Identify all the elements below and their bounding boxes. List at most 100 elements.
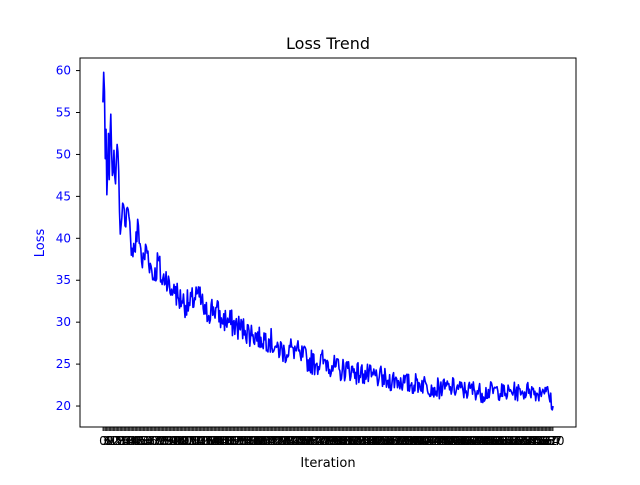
svg-text:75: 75 bbox=[154, 434, 169, 448]
svg-text:393: 393 bbox=[402, 434, 425, 448]
svg-text:231: 231 bbox=[274, 434, 297, 448]
x-axis-label: Iteration bbox=[300, 456, 355, 471]
svg-text:444: 444 bbox=[442, 434, 465, 448]
svg-text:363: 363 bbox=[378, 434, 401, 448]
y-tick-label: 45 bbox=[56, 189, 71, 203]
svg-text:24: 24 bbox=[114, 434, 129, 448]
svg-text:318: 318 bbox=[343, 434, 366, 448]
svg-text:87: 87 bbox=[164, 434, 179, 448]
svg-text:135: 135 bbox=[198, 434, 221, 448]
svg-text:177: 177 bbox=[231, 434, 254, 448]
svg-text:471: 471 bbox=[463, 434, 486, 448]
svg-text:108: 108 bbox=[177, 434, 200, 448]
svg-text:201: 201 bbox=[250, 434, 273, 448]
svg-text:216: 216 bbox=[262, 434, 285, 448]
svg-text:78: 78 bbox=[157, 434, 172, 448]
svg-text:309: 309 bbox=[336, 434, 359, 448]
svg-text:543: 543 bbox=[520, 434, 543, 448]
svg-text:396: 396 bbox=[404, 434, 427, 448]
svg-text:210: 210 bbox=[257, 434, 280, 448]
svg-text:528: 528 bbox=[508, 434, 531, 448]
svg-text:57: 57 bbox=[140, 434, 155, 448]
svg-text:321: 321 bbox=[345, 434, 368, 448]
svg-text:204: 204 bbox=[253, 434, 276, 448]
svg-text:282: 282 bbox=[314, 434, 337, 448]
svg-text:366: 366 bbox=[381, 434, 404, 448]
svg-text:105: 105 bbox=[174, 434, 197, 448]
svg-text:261: 261 bbox=[298, 434, 321, 448]
x-tick-labels: 0369121518212427303336394245485154576063… bbox=[99, 434, 564, 448]
svg-text:219: 219 bbox=[264, 434, 287, 448]
svg-text:465: 465 bbox=[459, 434, 482, 448]
svg-text:0: 0 bbox=[99, 434, 107, 448]
svg-text:432: 432 bbox=[433, 434, 456, 448]
svg-text:555: 555 bbox=[530, 434, 553, 448]
svg-text:63: 63 bbox=[145, 434, 160, 448]
svg-text:36: 36 bbox=[124, 434, 139, 448]
svg-text:468: 468 bbox=[461, 434, 484, 448]
svg-text:165: 165 bbox=[222, 434, 245, 448]
svg-text:354: 354 bbox=[371, 434, 394, 448]
svg-text:3: 3 bbox=[101, 434, 109, 448]
svg-text:501: 501 bbox=[487, 434, 510, 448]
svg-text:39: 39 bbox=[126, 434, 141, 448]
y-tick-label: 40 bbox=[56, 231, 71, 245]
y-tick-label: 55 bbox=[56, 106, 71, 120]
svg-text:513: 513 bbox=[497, 434, 520, 448]
svg-text:111: 111 bbox=[179, 434, 202, 448]
svg-text:189: 189 bbox=[241, 434, 264, 448]
svg-text:567: 567 bbox=[539, 434, 562, 448]
svg-text:66: 66 bbox=[147, 434, 162, 448]
svg-text:72: 72 bbox=[152, 434, 167, 448]
svg-text:357: 357 bbox=[373, 434, 396, 448]
svg-text:438: 438 bbox=[437, 434, 460, 448]
svg-text:504: 504 bbox=[490, 434, 513, 448]
svg-text:402: 402 bbox=[409, 434, 432, 448]
y-tick-label: 50 bbox=[56, 147, 71, 161]
svg-text:48: 48 bbox=[133, 434, 148, 448]
svg-text:234: 234 bbox=[276, 434, 299, 448]
svg-text:96: 96 bbox=[171, 434, 186, 448]
svg-text:51: 51 bbox=[136, 434, 151, 448]
svg-text:270: 270 bbox=[305, 434, 328, 448]
svg-text:507: 507 bbox=[492, 434, 515, 448]
svg-text:60: 60 bbox=[143, 434, 158, 448]
svg-text:480: 480 bbox=[471, 434, 494, 448]
y-tick-label: 60 bbox=[56, 64, 71, 78]
svg-text:369: 369 bbox=[383, 434, 406, 448]
svg-text:114: 114 bbox=[181, 434, 204, 448]
svg-text:240: 240 bbox=[281, 434, 304, 448]
svg-text:525: 525 bbox=[506, 434, 529, 448]
plot-frame bbox=[79, 57, 577, 428]
svg-text:249: 249 bbox=[288, 434, 311, 448]
svg-text:174: 174 bbox=[229, 434, 252, 448]
svg-text:549: 549 bbox=[525, 434, 548, 448]
svg-text:300: 300 bbox=[328, 434, 351, 448]
svg-text:462: 462 bbox=[456, 434, 479, 448]
svg-text:69: 69 bbox=[150, 434, 165, 448]
svg-text:450: 450 bbox=[447, 434, 470, 448]
svg-text:273: 273 bbox=[307, 434, 330, 448]
svg-text:12: 12 bbox=[105, 434, 120, 448]
svg-text:423: 423 bbox=[426, 434, 449, 448]
svg-text:198: 198 bbox=[248, 434, 271, 448]
svg-text:243: 243 bbox=[283, 434, 306, 448]
svg-text:534: 534 bbox=[513, 434, 536, 448]
svg-text:519: 519 bbox=[501, 434, 524, 448]
svg-text:195: 195 bbox=[245, 434, 268, 448]
svg-text:324: 324 bbox=[347, 434, 370, 448]
svg-text:228: 228 bbox=[272, 434, 295, 448]
svg-text:207: 207 bbox=[255, 434, 278, 448]
svg-text:144: 144 bbox=[205, 434, 228, 448]
svg-text:186: 186 bbox=[238, 434, 261, 448]
svg-text:138: 138 bbox=[200, 434, 223, 448]
svg-text:294: 294 bbox=[324, 434, 347, 448]
svg-text:489: 489 bbox=[478, 434, 501, 448]
svg-text:441: 441 bbox=[440, 434, 463, 448]
y-tick-label: 20 bbox=[56, 399, 71, 413]
svg-text:33: 33 bbox=[121, 434, 136, 448]
svg-text:345: 345 bbox=[364, 434, 387, 448]
svg-text:420: 420 bbox=[423, 434, 446, 448]
svg-text:570: 570 bbox=[542, 434, 565, 448]
svg-text:411: 411 bbox=[416, 434, 439, 448]
